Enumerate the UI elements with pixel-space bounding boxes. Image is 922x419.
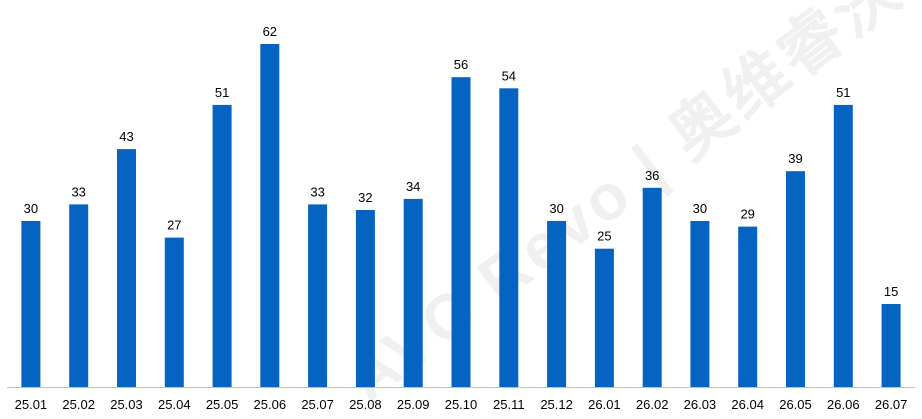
x-tick-label-25.08: 25.08 (349, 397, 382, 412)
bar-26.03 (690, 221, 710, 387)
bar-25.09 (403, 198, 423, 387)
value-label-26.01: 25 (597, 229, 611, 244)
x-tick-label-26.02: 26.02 (636, 397, 669, 412)
x-tick-labels-group: 25.01 25.02 25.03 25.04 25.05 25.06 25.07 25.08… (15, 397, 908, 412)
bar-25.08 (355, 210, 375, 387)
x-tick-label-25.11: 25.11 (493, 397, 525, 412)
value-label-26.06: 51 (836, 85, 850, 100)
value-label-25.09: 34 (406, 179, 420, 194)
value-labels-group: 30 33 43 27 51 62 33 32 34 56 54 30 25 36 30 29 39 51 15 (24, 24, 899, 299)
x-tick-label-26.01: 26.01 (588, 397, 621, 412)
value-label-25.03: 43 (119, 129, 133, 144)
bar-26.05 (786, 171, 805, 387)
value-label-25.05: 51 (215, 85, 229, 100)
x-tick-label-26.06: 26.06 (827, 397, 860, 412)
x-tick-label-25.03: 25.03 (110, 397, 143, 412)
bars-group (21, 44, 901, 388)
value-label-25.11: 54 (502, 68, 516, 83)
x-tick-label-25.10: 25.10 (445, 397, 478, 412)
x-tick-label-26.03: 26.03 (684, 397, 717, 412)
x-tick-label-25.06: 25.06 (254, 397, 287, 412)
x-tick-label-26.07: 26.07 (875, 397, 908, 412)
x-tick-label-26.04: 26.04 (731, 397, 764, 412)
value-label-26.04: 29 (740, 207, 754, 222)
value-label-25.02: 33 (71, 184, 85, 199)
bar-26.01 (594, 248, 614, 387)
bar-25.11 (499, 88, 519, 388)
x-tick-label-25.04: 25.04 (158, 397, 191, 412)
bar-25.07 (308, 204, 328, 387)
value-label-26.02: 36 (645, 168, 659, 183)
x-tick-label-25.02: 25.02 (62, 397, 95, 412)
value-label-25.04: 27 (167, 218, 181, 233)
bar-26.02 (642, 187, 662, 387)
bar-26.07 (881, 304, 901, 387)
bar-25.10 (451, 77, 471, 387)
value-label-25.12: 30 (549, 201, 563, 216)
x-tick-label-25.07: 25.07 (301, 397, 334, 412)
bar-25.03 (117, 149, 136, 387)
x-tick-label-26.05: 26.05 (779, 397, 812, 412)
x-tick-label-25.09: 25.09 (397, 397, 430, 412)
x-tick-label-25.05: 25.05 (206, 397, 239, 412)
bar-25.05 (212, 104, 232, 388)
value-label-26.05: 39 (788, 151, 802, 166)
bar-26.06 (833, 104, 853, 388)
value-label-25.07: 33 (310, 184, 324, 199)
bar-25.12 (547, 221, 567, 387)
value-label-25.10: 56 (454, 57, 468, 72)
value-label-25.06: 62 (263, 24, 277, 39)
x-tick-label-25.12: 25.12 (540, 397, 573, 412)
value-label-26.03: 30 (693, 201, 707, 216)
bar-25.01 (21, 221, 41, 387)
bar-26.04 (738, 226, 758, 387)
value-label-25.01: 30 (24, 201, 38, 216)
bar-25.02 (69, 204, 89, 387)
bar-25.06 (260, 44, 280, 387)
x-tick-label-25.01: 25.01 (15, 397, 48, 412)
bar-25.04 (164, 237, 184, 387)
value-label-26.07: 15 (884, 284, 898, 299)
value-label-25.08: 32 (358, 190, 372, 205)
